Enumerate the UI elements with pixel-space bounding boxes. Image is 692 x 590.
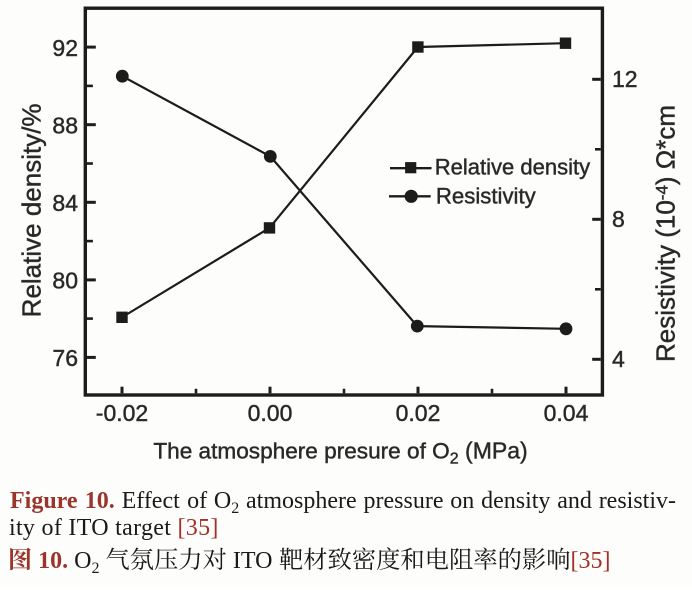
svg-text:0.04: 0.04 xyxy=(544,400,589,426)
svg-text:atmosphere: atmosphere xyxy=(246,488,357,514)
svg-text:4: 4 xyxy=(612,346,625,372)
svg-text:10.: 10. xyxy=(38,548,68,574)
svg-text:Resistivity: Resistivity xyxy=(436,183,537,208)
svg-text:88: 88 xyxy=(52,112,78,138)
svg-text:76: 76 xyxy=(52,345,78,371)
svg-text:Effect: Effect xyxy=(122,488,181,514)
svg-text:ITO: ITO xyxy=(233,548,273,574)
svg-text:ity of ITO target [35]: ity of ITO target [35] xyxy=(9,515,219,541)
svg-text:[35]: [35] xyxy=(571,548,611,574)
svg-text:pressure: pressure xyxy=(364,488,444,514)
svg-text:-0.02: -0.02 xyxy=(96,400,148,426)
svg-text:0.02: 0.02 xyxy=(396,400,441,426)
svg-text:resistiv-: resistiv- xyxy=(599,488,676,514)
svg-text:92: 92 xyxy=(52,35,78,61)
svg-text:Relative density/%: Relative density/% xyxy=(17,103,47,317)
svg-text:Resistivity (10-4) Ω*cm: Resistivity (10-4) Ω*cm xyxy=(651,105,681,362)
svg-text:Relative density: Relative density xyxy=(435,155,590,180)
svg-text:84: 84 xyxy=(52,190,78,216)
svg-text:12: 12 xyxy=(612,66,638,92)
svg-text:Figure: Figure xyxy=(10,488,78,514)
svg-text:8: 8 xyxy=(612,206,625,232)
svg-text:of: of xyxy=(187,488,207,514)
svg-text:80: 80 xyxy=(52,268,78,294)
svg-text:The atmosphere presure of O2 (: The atmosphere presure of O2 (MPa) xyxy=(153,437,527,467)
svg-text:10.: 10. xyxy=(85,488,115,514)
svg-text:and: and xyxy=(557,488,592,514)
svg-text:0.00: 0.00 xyxy=(248,400,293,426)
svg-text:on: on xyxy=(450,488,474,514)
svg-text:density: density xyxy=(481,488,550,514)
